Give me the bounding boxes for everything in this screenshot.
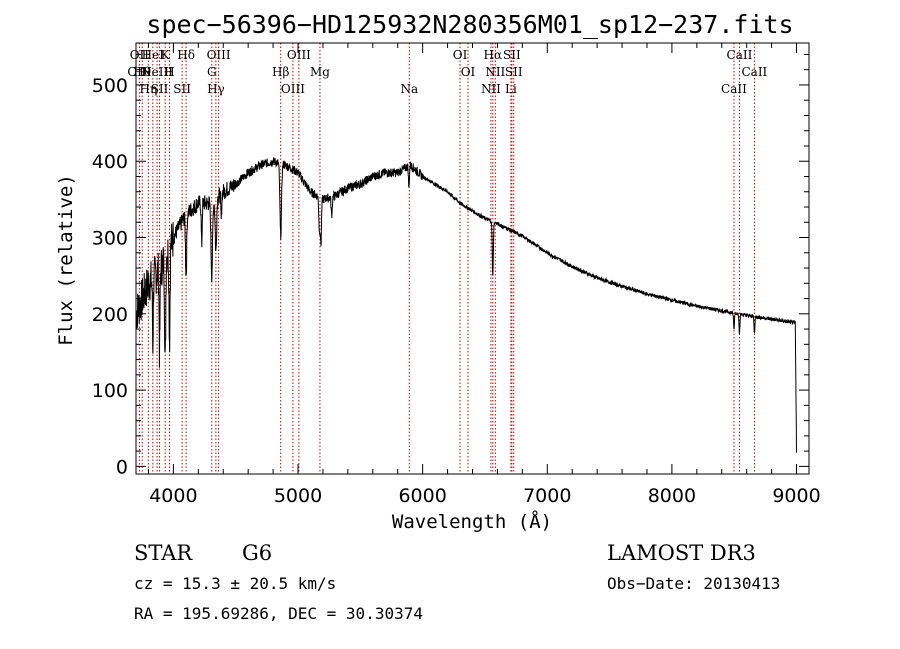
- y-tick-label: 500: [92, 75, 128, 97]
- emission-line-markers: [138, 43, 755, 474]
- line-marker-label: SII: [503, 48, 521, 62]
- line-marker-label: G: [207, 65, 217, 79]
- object-type: STAR: [134, 541, 193, 565]
- emission-line-labels: OIIOIIIHθHηHeINeIIISIIKHSIIHδGHγOIIIHβOI…: [127, 48, 767, 96]
- line-marker-label: Hδ: [177, 48, 195, 62]
- line-marker-label: NII: [485, 65, 505, 79]
- x-tick-label: 7000: [523, 485, 571, 507]
- line-marker-label: NeIII: [141, 65, 173, 79]
- line-marker-label: Na: [400, 82, 418, 96]
- y-tick-label: 300: [92, 228, 128, 250]
- line-marker-label: Hβ: [272, 65, 289, 79]
- coordinates: RA = 195.69286, DEC = 30.30374: [134, 604, 423, 623]
- line-marker-label: OIII: [281, 82, 305, 96]
- x-tick-label: 8000: [648, 485, 696, 507]
- line-marker-label: Hγ: [207, 82, 225, 96]
- y-axis-label: Flux (relative): [55, 174, 77, 346]
- observation-date: Obs−Date: 20130413: [607, 574, 780, 593]
- line-marker-label: K: [161, 48, 171, 62]
- x-axis-label: Wavelength (Å): [392, 510, 552, 533]
- line-marker-label: Hθ: [133, 65, 151, 79]
- line-marker-label: OIII: [207, 48, 231, 62]
- spectral-subclass: G6: [242, 541, 272, 565]
- line-marker-label: Mg: [310, 65, 330, 79]
- x-tick-label: 4000: [149, 485, 197, 507]
- line-marker-label: Hη: [140, 82, 158, 96]
- line-marker-label: CaII: [721, 82, 747, 96]
- line-marker-label: OI: [461, 65, 476, 79]
- y-tick-label: 400: [92, 151, 128, 173]
- plot-frame: [135, 42, 810, 475]
- line-marker-label: CaII: [727, 48, 753, 62]
- spectrum-series-flux: [135, 157, 797, 453]
- line-marker-label: OIII: [287, 48, 311, 62]
- line-marker-label: SII: [505, 65, 523, 79]
- line-marker-label: OII: [130, 48, 150, 62]
- chart-title: spec−56396−HD125932N280356M01_sp12−237.f…: [146, 10, 793, 39]
- y-tick-label: 0: [116, 456, 128, 478]
- y-axis-ticks: 0 100 200 300 400 500: [92, 53, 809, 478]
- y-tick-label: 200: [92, 304, 128, 326]
- line-marker-label: SII: [151, 82, 169, 96]
- line-marker-label: HeI: [142, 48, 165, 62]
- x-tick-label: 9000: [772, 485, 820, 507]
- line-marker-label: Hα: [484, 48, 503, 62]
- line-marker-label: OIII: [127, 65, 151, 79]
- line-marker-label: SII: [173, 82, 191, 96]
- line-marker-label: OI: [453, 48, 468, 62]
- redshift-value: cz = 15.3 ± 20.5 km/s: [134, 574, 336, 593]
- line-marker-label: H: [164, 65, 174, 79]
- survey-name: LAMOST DR3: [607, 541, 756, 565]
- x-tick-label: 6000: [398, 485, 446, 507]
- line-marker-label: CaII: [741, 65, 767, 79]
- x-tick-label: 5000: [274, 485, 322, 507]
- y-tick-label: 100: [92, 380, 128, 402]
- line-marker-label: NII: [481, 82, 501, 96]
- x-axis-ticks: 4000 5000 6000 7000 8000 9000: [147, 43, 821, 507]
- line-marker-label: Li: [505, 82, 517, 96]
